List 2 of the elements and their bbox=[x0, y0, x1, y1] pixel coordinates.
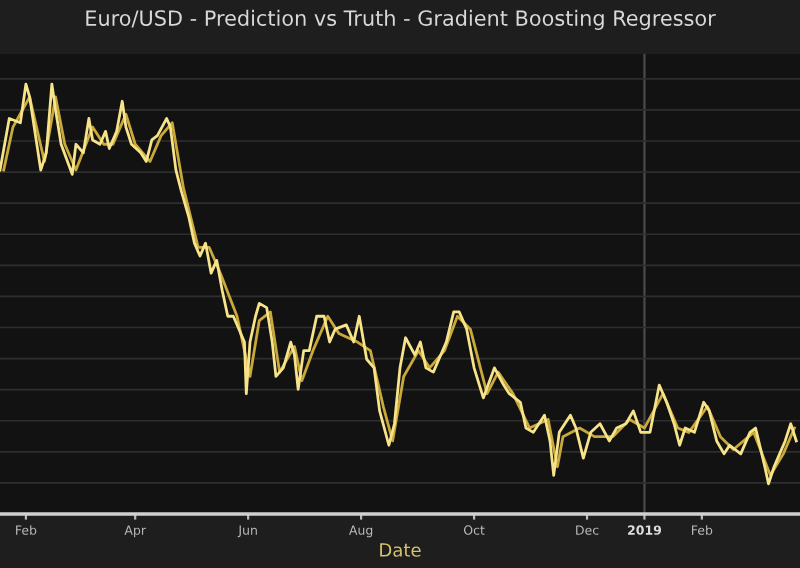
x-axis-title: Date bbox=[380, 543, 421, 557]
chart-title: Euro/USD - Prediction vs Truth - Gradient Boosting Regressor bbox=[86, 9, 716, 30]
